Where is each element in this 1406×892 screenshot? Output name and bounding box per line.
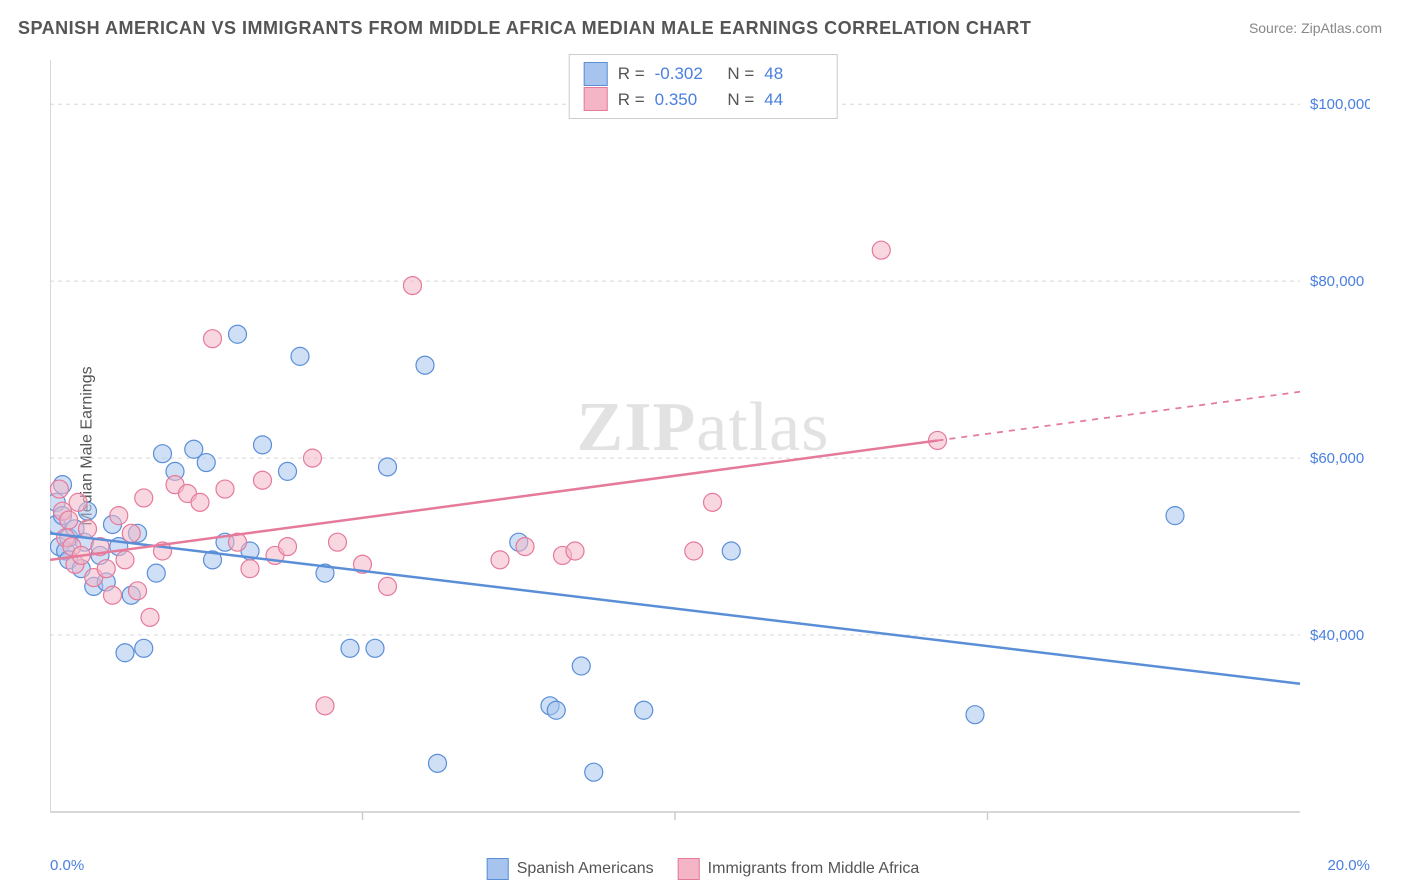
chart-title: SPANISH AMERICAN VS IMMIGRANTS FROM MIDD…	[18, 18, 1031, 39]
n-value-series-2: 44	[764, 87, 822, 113]
stats-row-series-2: R = 0.350 N = 44	[584, 87, 823, 113]
legend-swatch-series-2	[678, 858, 700, 880]
svg-text:$100,000: $100,000	[1310, 96, 1370, 113]
legend-item-series-1: Spanish Americans	[487, 858, 654, 880]
svg-text:$80,000: $80,000	[1310, 273, 1364, 290]
legend-item-series-2: Immigrants from Middle Africa	[678, 858, 920, 880]
x-tick-min: 0.0%	[50, 857, 84, 874]
x-tick-max: 20.0%	[1327, 857, 1370, 874]
source-attribution: Source: ZipAtlas.com	[1249, 20, 1382, 36]
swatch-series-2	[584, 87, 608, 111]
legend: Spanish Americans Immigrants from Middle…	[487, 858, 920, 880]
swatch-series-1	[584, 62, 608, 86]
n-value-series-1: 48	[764, 61, 822, 87]
legend-label-series-1: Spanish Americans	[517, 860, 654, 878]
stats-legend: R = -0.302 N = 48 R = 0.350 N = 44	[569, 54, 838, 119]
svg-text:$40,000: $40,000	[1310, 627, 1364, 644]
r-value-series-2: 0.350	[655, 87, 713, 113]
legend-label-series-2: Immigrants from Middle Africa	[708, 860, 920, 878]
svg-text:$60,000: $60,000	[1310, 450, 1364, 467]
scatter-plot: $40,000 $60,000 $80,000 $100,000	[50, 52, 1370, 842]
r-value-series-1: -0.302	[655, 61, 713, 87]
legend-swatch-series-1	[487, 858, 509, 880]
stats-row-series-1: R = -0.302 N = 48	[584, 61, 823, 87]
